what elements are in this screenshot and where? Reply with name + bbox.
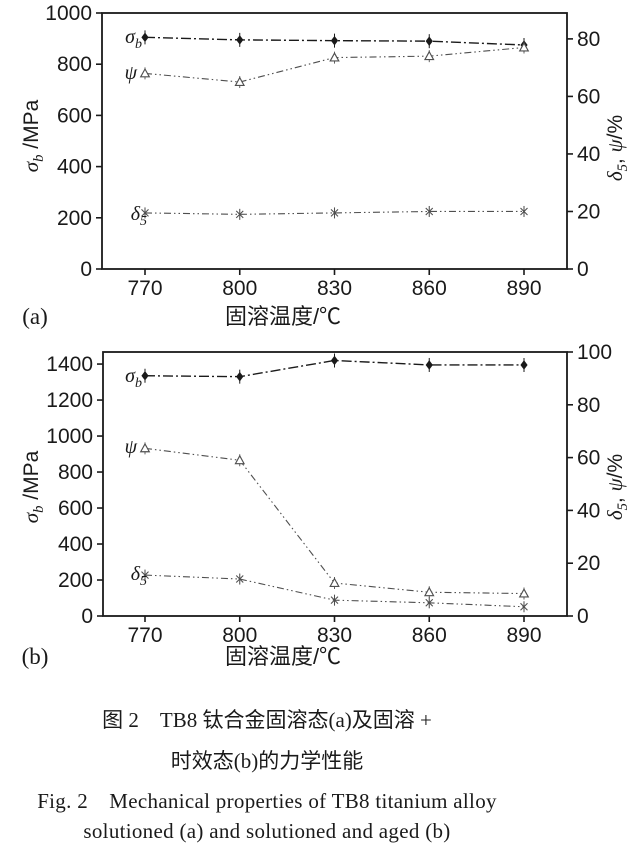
left-tick-label: 800 <box>58 461 93 484</box>
x-tick-label: 860 <box>412 624 447 647</box>
plot-frame-a <box>101 12 568 270</box>
x-tick-label: 770 <box>127 624 162 647</box>
left-tick-label: 600 <box>57 104 92 127</box>
left-tick-label: 200 <box>57 207 92 230</box>
right-tick-label: 20 <box>577 552 600 575</box>
left-tick-label: 1000 <box>45 2 92 25</box>
left-axis-a: 0 200 400 600 800 1000 σb /MPa <box>19 2 102 281</box>
x-tick-label: 860 <box>412 277 447 300</box>
left-tick-label: 200 <box>58 569 93 592</box>
x-axis-a: 770 800 830 860 890 固溶温度/℃ <box>127 269 542 329</box>
left-tick-label: 400 <box>57 156 92 179</box>
right-tick-label: 0 <box>577 258 589 281</box>
x-tick-label: 890 <box>506 624 541 647</box>
series-sigma-b-b: σb <box>125 353 528 391</box>
series-label-delta-5: δ5 <box>131 563 147 589</box>
x-axis-title: 固溶温度/℃ <box>225 304 341 329</box>
series-label-sigma-b: σb <box>125 26 142 52</box>
caption-en-line1: Fig. 2 Mechanical properties of TB8 tita… <box>37 789 497 813</box>
right-axis-b: 0 20 40 60 80 100 δ5, ψ/% <box>567 341 631 628</box>
x-tick-label: 770 <box>127 277 162 300</box>
left-axis-b: 0 200 400 600 800 1000 1200 1400 σb /MPa <box>19 353 103 628</box>
right-tick-label: 100 <box>577 341 612 364</box>
right-tick-label: 60 <box>577 447 600 470</box>
x-axis-title: 固溶温度/℃ <box>225 644 341 669</box>
right-tick-label: 20 <box>577 200 600 223</box>
series-label-psi: ψ <box>125 62 138 84</box>
series-label-delta-5: δ5 <box>131 203 147 229</box>
right-tick-label: 0 <box>577 605 589 628</box>
caption-cn-line2: 时效态(b)的力学性能 <box>170 749 364 773</box>
series-label-sigma-b: σb <box>125 365 142 391</box>
panel-label-a: (a) <box>22 304 48 329</box>
left-tick-label: 400 <box>58 533 93 556</box>
right-tick-label: 40 <box>577 143 600 166</box>
series-label-psi: ψ <box>125 436 138 458</box>
x-tick-label: 890 <box>506 277 541 300</box>
x-tick-label: 830 <box>317 624 352 647</box>
panel-label-b: (b) <box>22 644 49 669</box>
right-tick-label: 60 <box>577 85 600 108</box>
left-axis-title: σb /MPa <box>19 450 47 523</box>
chart-b: 0 200 400 600 800 1000 1200 1400 σb /MPa 0 20 40 60 8… <box>19 341 631 669</box>
right-axis-title: δ5, ψ/% <box>603 454 631 520</box>
x-tick-label: 800 <box>222 624 257 647</box>
left-tick-label: 800 <box>57 53 92 76</box>
right-tick-label: 80 <box>577 28 600 51</box>
left-tick-label: 1400 <box>46 353 93 376</box>
left-tick-label: 0 <box>80 258 92 281</box>
left-tick-label: 1000 <box>46 425 93 448</box>
left-tick-label: 1200 <box>46 389 93 412</box>
series-delta-5-a: δ5 <box>131 203 528 229</box>
caption-en-line2: solutioned (a) and solutioned and aged (… <box>83 819 451 843</box>
chart-a: 0 200 400 600 800 1000 σb /MPa 0 20 40 60 80 δ5, ψ/%… <box>19 2 631 329</box>
left-tick-label: 600 <box>58 497 93 520</box>
series-psi-b: ψ <box>125 436 530 600</box>
series-delta-5-b: δ5 <box>131 563 528 613</box>
x-tick-label: 830 <box>317 277 352 300</box>
plot-frame-b <box>102 351 568 617</box>
right-tick-label: 80 <box>577 394 600 417</box>
right-tick-label: 40 <box>577 499 600 522</box>
left-axis-title: σb /MPa <box>19 99 47 172</box>
x-axis-b: 770 800 830 860 890 固溶温度/℃ <box>127 616 542 669</box>
caption-cn-line1: 图 2 TB8 钛合金固溶态(a)及固溶 + <box>102 708 432 732</box>
x-tick-label: 800 <box>222 277 257 300</box>
series-sigma-b-a: σb <box>125 26 528 52</box>
right-axis-a: 0 20 40 60 80 δ5, ψ/% <box>567 28 631 281</box>
series-psi-a: ψ <box>125 41 530 89</box>
right-axis-title: δ5, ψ/% <box>603 115 631 181</box>
left-tick-label: 0 <box>81 605 93 628</box>
